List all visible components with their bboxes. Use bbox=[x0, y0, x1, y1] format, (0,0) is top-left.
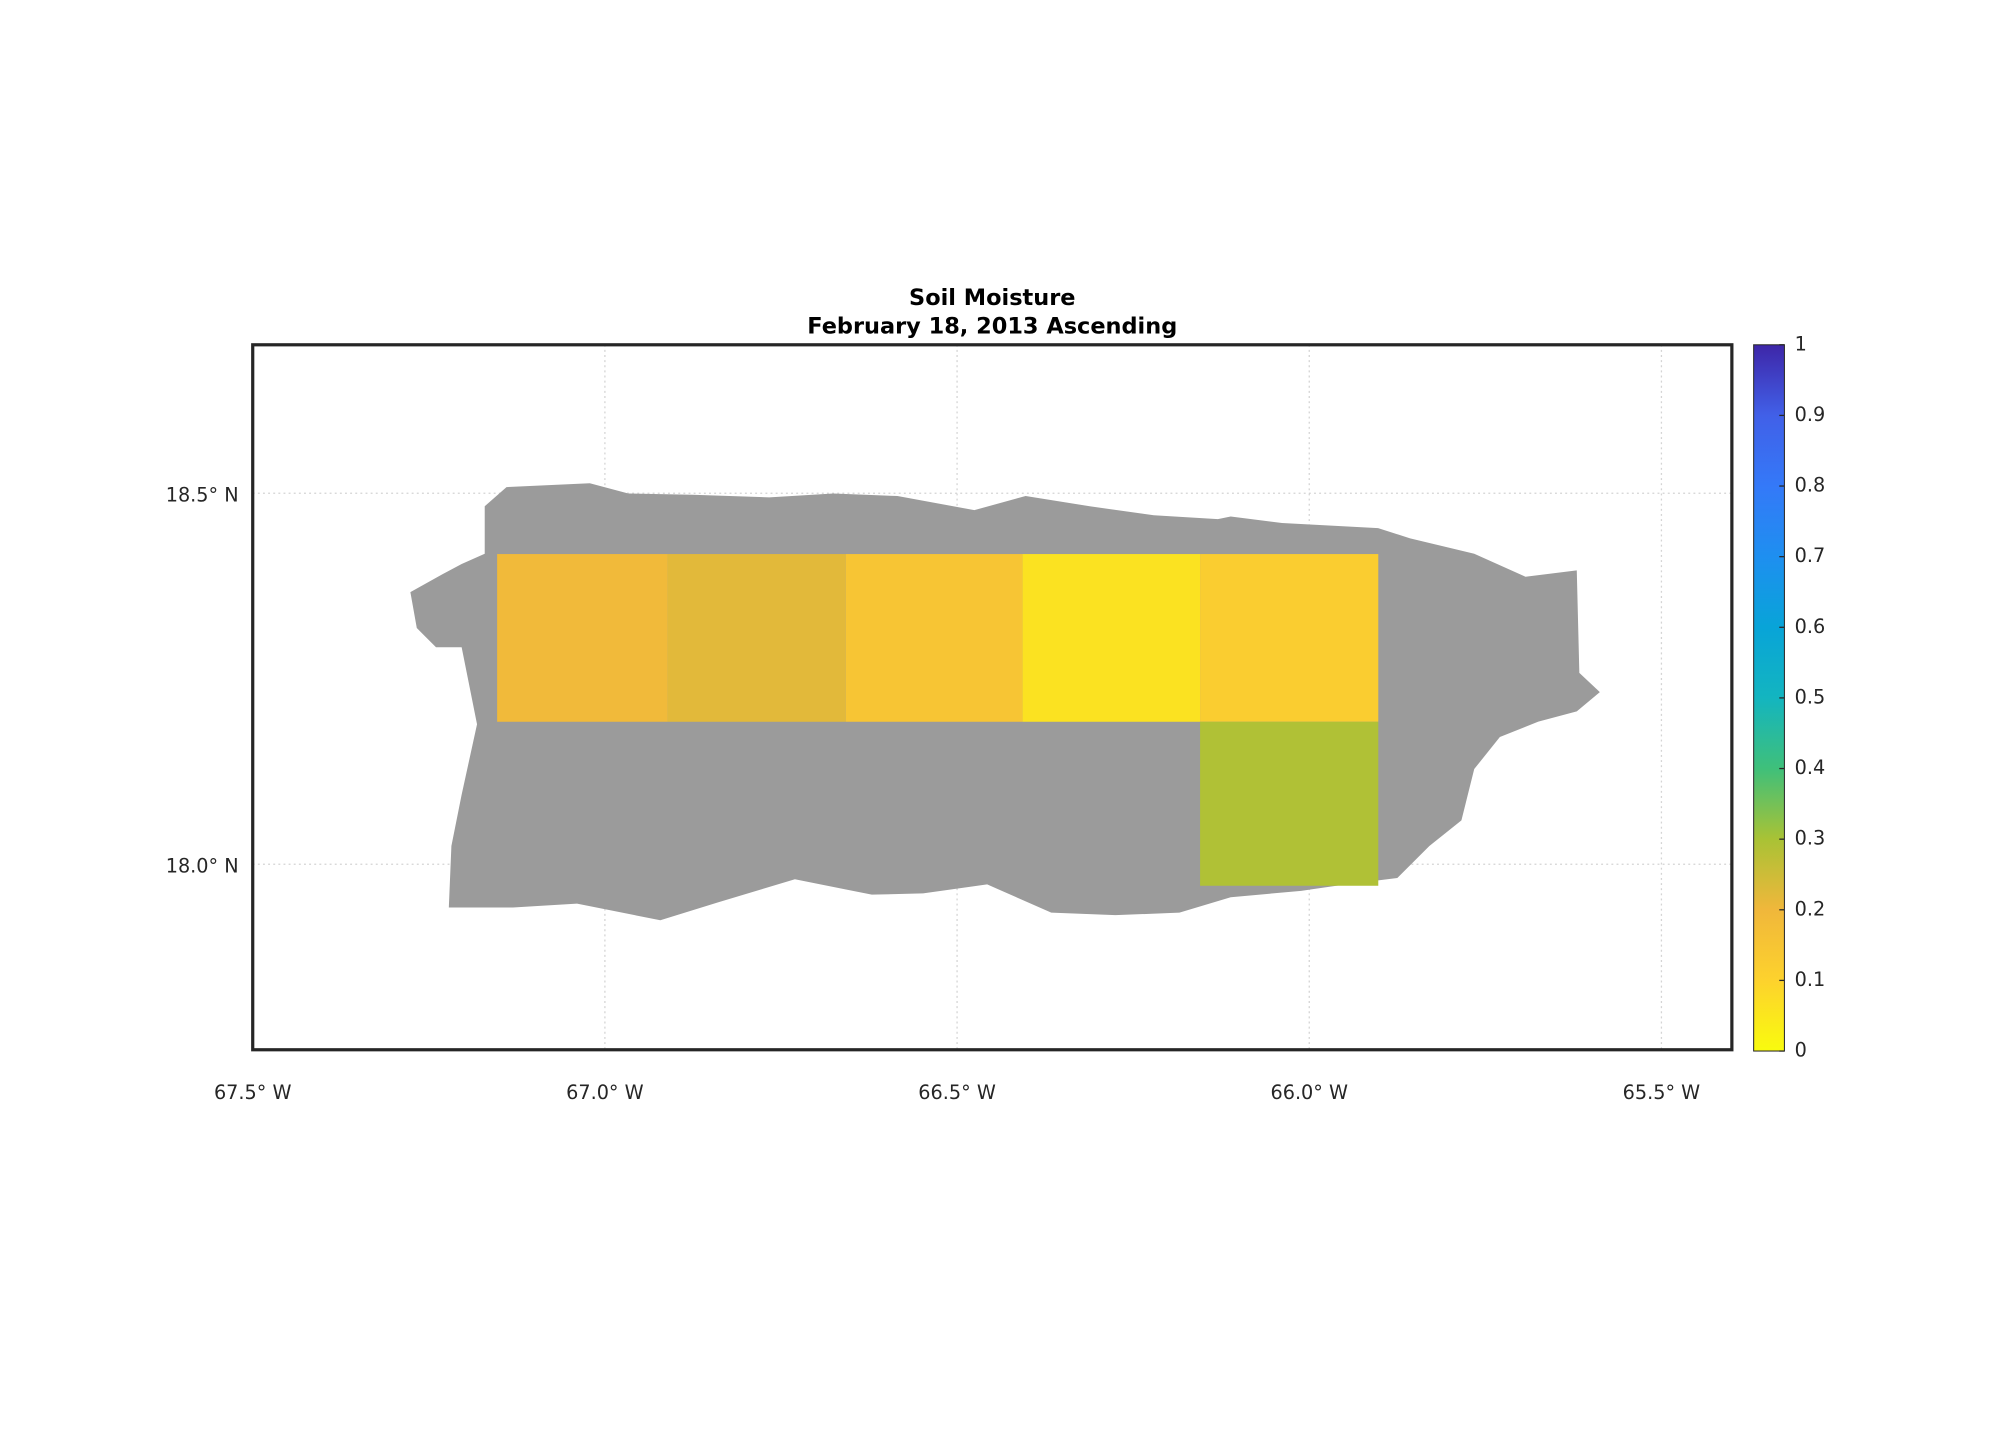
soil-moisture-cell bbox=[1200, 554, 1379, 722]
y-tick-label: 18.0° N bbox=[166, 854, 239, 877]
x-tick-label: 65.5° W bbox=[1623, 1081, 1701, 1104]
labels: 67.5° W 67.0° W 66.5° W 66.0° W 65.5° W 18.0°… bbox=[166, 332, 1826, 1104]
soil-moisture-cell bbox=[667, 554, 846, 722]
soil-moisture-cell bbox=[1200, 721, 1379, 886]
x-tick-label: 66.5° W bbox=[918, 1081, 996, 1104]
colorbar-tick-label: 0 bbox=[1795, 1039, 1807, 1062]
colorbar-tick-label: 0.2 bbox=[1795, 897, 1826, 920]
colorbar-tick-label: 0.3 bbox=[1795, 827, 1826, 850]
colorbar-tick-label: 0.4 bbox=[1795, 756, 1826, 779]
x-tick-label: 66.0° W bbox=[1270, 1081, 1348, 1104]
colorbar-tick-label: 0.5 bbox=[1795, 685, 1826, 708]
y-tick-label: 18.5° N bbox=[166, 483, 239, 506]
colorbar-tick-label: 1 bbox=[1795, 332, 1807, 355]
colorbar-tick-label: 0.9 bbox=[1795, 403, 1826, 426]
x-tick-label: 67.0° W bbox=[566, 1081, 644, 1104]
x-tick-label: 67.5° W bbox=[214, 1081, 292, 1104]
plot-frame bbox=[251, 343, 1734, 1052]
colorbar-tick-label: 0.6 bbox=[1795, 615, 1826, 638]
chart-title: Soil Moisture bbox=[909, 285, 1075, 311]
colorbar-tick-label: 0.1 bbox=[1795, 968, 1826, 991]
colorbar-tick-label: 0.7 bbox=[1795, 544, 1826, 567]
soil-moisture-cell bbox=[845, 554, 1023, 722]
colorbar-tick-label: 0.8 bbox=[1795, 474, 1826, 497]
chart-subtitle: February 18, 2013 Ascending bbox=[807, 313, 1177, 339]
soil-moisture-cell bbox=[497, 554, 668, 722]
cells bbox=[497, 554, 1379, 886]
soil-moisture-cell bbox=[1022, 554, 1201, 722]
